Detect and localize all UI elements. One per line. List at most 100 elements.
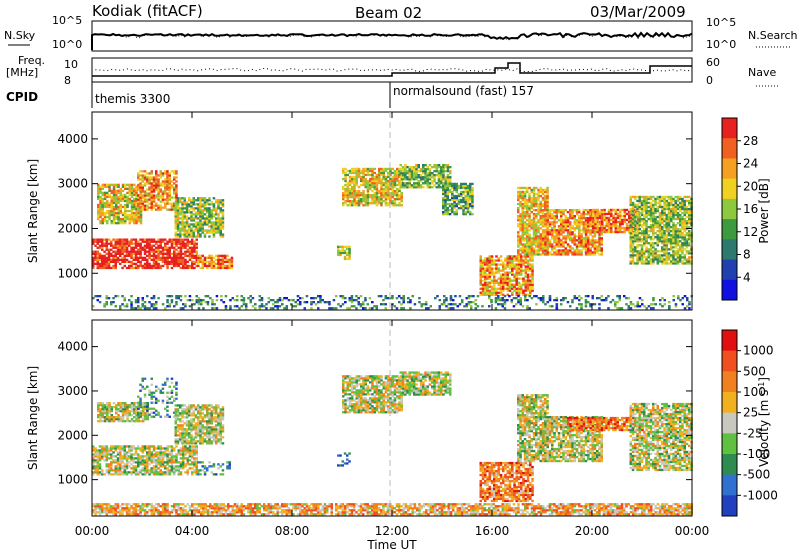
data-cell <box>526 227 529 230</box>
data-cell <box>116 260 120 263</box>
data-cell <box>373 183 376 187</box>
data-cell <box>159 182 162 185</box>
data-cell <box>449 172 452 175</box>
data-cell <box>105 256 108 259</box>
data-cell <box>621 230 624 234</box>
data-cell <box>179 258 183 261</box>
data-cell <box>614 216 618 220</box>
data-cell <box>566 223 570 226</box>
data-cell <box>683 199 686 203</box>
data-cell <box>654 258 657 261</box>
data-cell <box>212 221 216 224</box>
data-cell <box>396 179 399 183</box>
data-cell <box>676 238 680 241</box>
data-cell <box>571 209 574 212</box>
data-cell <box>166 192 169 195</box>
data-cell <box>384 204 388 207</box>
data-cell <box>683 217 686 221</box>
data-cell <box>683 226 686 229</box>
data-cell <box>146 250 149 253</box>
data-cell <box>176 233 180 236</box>
data-cell <box>643 201 646 205</box>
data-cell <box>566 249 570 252</box>
data-cell <box>346 257 349 261</box>
data-cell <box>375 194 379 197</box>
data-cell <box>123 238 126 241</box>
data-cell <box>206 264 209 268</box>
data-cell <box>661 258 664 261</box>
data-cell <box>532 188 536 192</box>
data-cell <box>254 303 257 306</box>
data-cell <box>661 209 664 213</box>
data-cell <box>530 211 533 214</box>
data-cell <box>188 252 192 255</box>
data-cell <box>455 198 458 202</box>
data-cell <box>194 199 198 202</box>
data-cell <box>580 219 583 222</box>
data-cell <box>532 200 536 204</box>
data-cell <box>419 174 423 177</box>
data-cell <box>628 226 631 230</box>
data-cell <box>654 242 657 245</box>
data-cell <box>219 221 222 224</box>
data-cell <box>391 194 394 197</box>
data-cell <box>524 269 527 272</box>
data-cell <box>175 190 178 193</box>
data-cell <box>449 303 453 306</box>
data-cell <box>378 200 381 203</box>
data-cell <box>469 198 472 202</box>
data-cell <box>575 249 579 252</box>
data-cell <box>137 184 140 187</box>
data-cell <box>364 200 367 203</box>
data-cell <box>511 265 514 268</box>
data-cell <box>378 198 381 201</box>
data-cell <box>517 287 521 290</box>
data-cell <box>99 222 102 225</box>
data-cell <box>656 238 659 241</box>
data-cell <box>188 217 191 220</box>
data-cell <box>121 220 125 223</box>
data-cell <box>387 192 390 195</box>
data-cell <box>375 179 379 183</box>
data-cell <box>387 189 390 193</box>
data-cell <box>499 289 503 292</box>
data-cell <box>199 225 202 228</box>
data-cell <box>375 177 379 181</box>
data-cell <box>526 283 530 286</box>
data-cell <box>330 307 333 310</box>
data-cell <box>535 245 538 248</box>
data-cell <box>431 174 434 177</box>
data-cell <box>186 254 189 257</box>
data-cell <box>112 189 116 192</box>
data-cell <box>573 219 576 222</box>
data-cell <box>174 213 177 216</box>
data-cell <box>174 207 177 210</box>
data-cell <box>587 237 590 240</box>
data-cell <box>173 305 176 308</box>
data-cell <box>479 263 482 266</box>
data-cell <box>553 227 556 230</box>
data-cell <box>236 299 239 302</box>
data-cell <box>640 234 644 237</box>
data-cell <box>314 303 318 306</box>
data-cell <box>551 227 554 230</box>
data-cell <box>584 225 588 228</box>
data-cell <box>600 253 603 256</box>
data-cell <box>670 244 673 247</box>
data-cell <box>211 307 214 310</box>
data-cell <box>362 194 365 197</box>
data-cell <box>373 196 376 199</box>
data-cell <box>393 200 397 203</box>
data-cell <box>457 207 461 210</box>
data-cell <box>150 238 153 241</box>
data-cell <box>260 297 264 300</box>
data-cell <box>528 253 531 256</box>
data-cell <box>157 262 160 265</box>
data-cell <box>364 185 367 189</box>
data-cell <box>535 253 538 256</box>
data-cell <box>544 233 547 236</box>
data-cell <box>506 287 509 290</box>
data-cell <box>428 170 432 173</box>
data-cell <box>621 226 624 230</box>
data-cell <box>389 198 392 201</box>
